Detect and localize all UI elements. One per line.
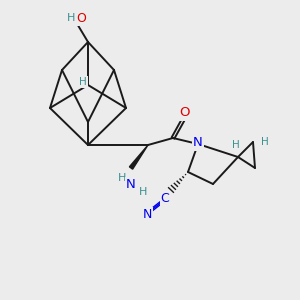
Text: H: H xyxy=(232,140,240,150)
Text: N: N xyxy=(193,136,203,149)
Text: H: H xyxy=(261,137,269,147)
Text: H: H xyxy=(139,187,147,197)
Text: O: O xyxy=(76,11,86,25)
Text: C: C xyxy=(160,193,169,206)
Text: H: H xyxy=(67,13,75,23)
Text: N: N xyxy=(126,178,136,191)
Polygon shape xyxy=(129,145,148,169)
Text: O: O xyxy=(180,106,190,119)
Text: H: H xyxy=(118,173,126,183)
Text: H: H xyxy=(79,77,87,87)
Text: N: N xyxy=(142,208,152,220)
